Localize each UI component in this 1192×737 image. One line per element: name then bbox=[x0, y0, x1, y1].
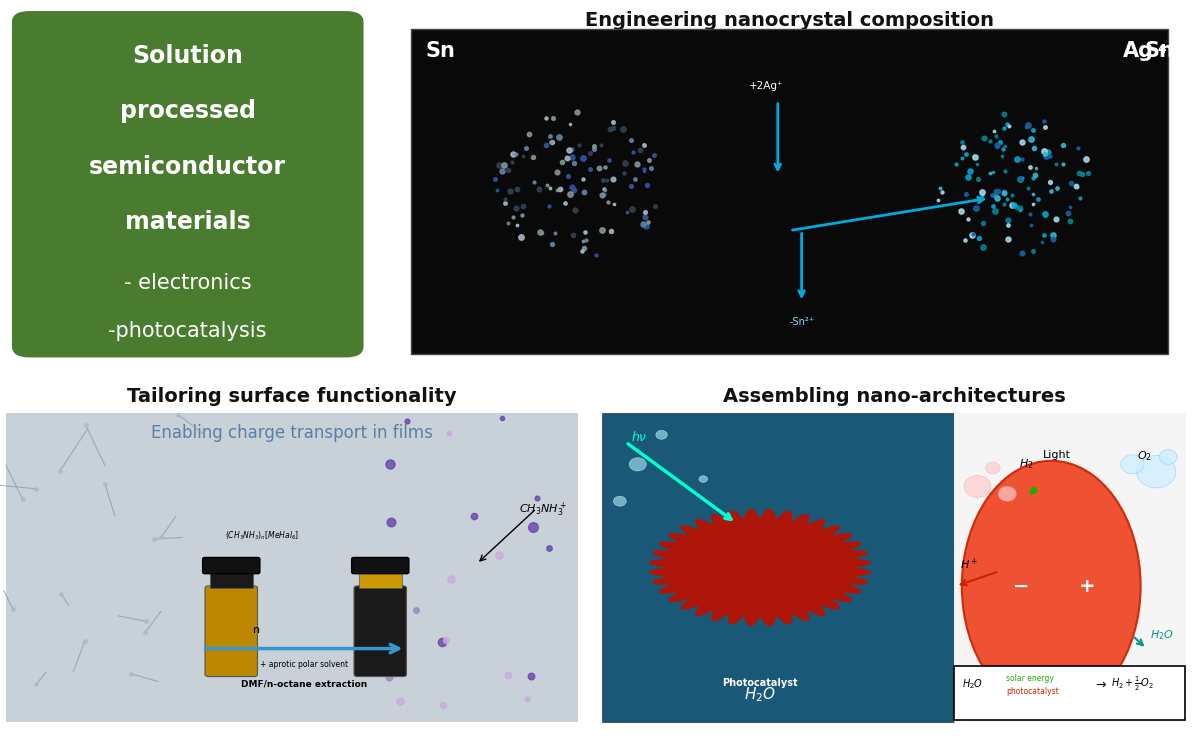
Text: Enabling charge transport in films: Enabling charge transport in films bbox=[151, 424, 433, 441]
FancyBboxPatch shape bbox=[352, 557, 409, 573]
Ellipse shape bbox=[699, 476, 708, 483]
Text: - biointerfacing: - biointerfacing bbox=[108, 368, 267, 388]
Bar bbox=[954, 413, 1186, 722]
Text: Sn: Sn bbox=[426, 41, 455, 60]
Text: +2Ag⁺: +2Ag⁺ bbox=[749, 81, 783, 91]
Bar bbox=[411, 29, 1168, 354]
FancyBboxPatch shape bbox=[205, 586, 257, 677]
Text: -Sn²⁺: -Sn²⁺ bbox=[789, 317, 814, 327]
Ellipse shape bbox=[629, 458, 646, 471]
Text: $(CH_3NH_3)_n[MeHal_6]$: $(CH_3NH_3)_n[MeHal_6]$ bbox=[225, 529, 299, 542]
Bar bbox=[210, 572, 253, 588]
Text: Photocatalyst: Photocatalyst bbox=[722, 678, 797, 688]
Text: DMF/n-octane extraction: DMF/n-octane extraction bbox=[241, 680, 367, 688]
Text: $CH_3NH_3^+$: $CH_3NH_3^+$ bbox=[519, 501, 566, 520]
FancyBboxPatch shape bbox=[203, 557, 260, 573]
Ellipse shape bbox=[1120, 455, 1144, 474]
Polygon shape bbox=[650, 509, 870, 626]
Text: Sn: Sn bbox=[1144, 41, 1174, 60]
Text: $H_2 + \frac{1}{2}O_2$: $H_2 + \frac{1}{2}O_2$ bbox=[1111, 675, 1154, 693]
FancyBboxPatch shape bbox=[12, 11, 364, 357]
Text: - electronics: - electronics bbox=[124, 273, 252, 293]
Text: Assembling nano-architectures: Assembling nano-architectures bbox=[722, 387, 1066, 406]
Bar bbox=[602, 413, 954, 722]
Ellipse shape bbox=[614, 496, 626, 506]
Text: semiconductor: semiconductor bbox=[89, 155, 286, 179]
Text: Providing desired functionality: Providing desired functionality bbox=[664, 48, 915, 66]
Text: Ag: Ag bbox=[1123, 41, 1154, 60]
Bar bbox=[6, 413, 578, 722]
Ellipse shape bbox=[962, 461, 1141, 711]
Text: materials: materials bbox=[125, 210, 250, 234]
Text: Tailoring surface functionality: Tailoring surface functionality bbox=[128, 387, 457, 406]
Text: hν: hν bbox=[632, 431, 646, 444]
Text: Optimizing photocatalytic properties: Optimizing photocatalytic properties bbox=[743, 424, 1045, 441]
Text: solar energy: solar energy bbox=[1006, 674, 1054, 682]
Text: $H^+$: $H^+$ bbox=[960, 556, 977, 572]
Text: $O_2$: $O_2$ bbox=[1137, 450, 1151, 464]
Text: Engineering nanocrystal composition: Engineering nanocrystal composition bbox=[585, 11, 994, 30]
Text: $H_2O$: $H_2O$ bbox=[962, 677, 983, 691]
Bar bbox=[359, 572, 402, 588]
Text: Light: Light bbox=[1043, 450, 1070, 460]
Text: + aprotic polar solvent: + aprotic polar solvent bbox=[260, 660, 348, 668]
Text: $H_2$: $H_2$ bbox=[1019, 457, 1033, 471]
Ellipse shape bbox=[999, 486, 1017, 501]
Ellipse shape bbox=[986, 462, 1000, 474]
FancyBboxPatch shape bbox=[354, 586, 406, 677]
Text: $H_2O$: $H_2O$ bbox=[1150, 629, 1174, 643]
Text: $\rightarrow$: $\rightarrow$ bbox=[1093, 677, 1107, 691]
Text: +: + bbox=[1079, 576, 1095, 595]
Ellipse shape bbox=[1159, 450, 1178, 464]
Text: photocatalyst: photocatalyst bbox=[1006, 687, 1058, 696]
Text: $H_2O$: $H_2O$ bbox=[744, 685, 776, 704]
Text: Solution: Solution bbox=[132, 44, 243, 69]
Ellipse shape bbox=[656, 430, 668, 439]
Text: -photocatalysis: -photocatalysis bbox=[108, 321, 267, 340]
Text: 4: 4 bbox=[1157, 43, 1166, 56]
FancyBboxPatch shape bbox=[954, 666, 1185, 720]
Ellipse shape bbox=[1137, 455, 1175, 488]
Text: −: − bbox=[1013, 576, 1030, 595]
Text: n: n bbox=[253, 625, 260, 635]
Ellipse shape bbox=[964, 475, 991, 497]
Text: processed: processed bbox=[119, 99, 256, 124]
